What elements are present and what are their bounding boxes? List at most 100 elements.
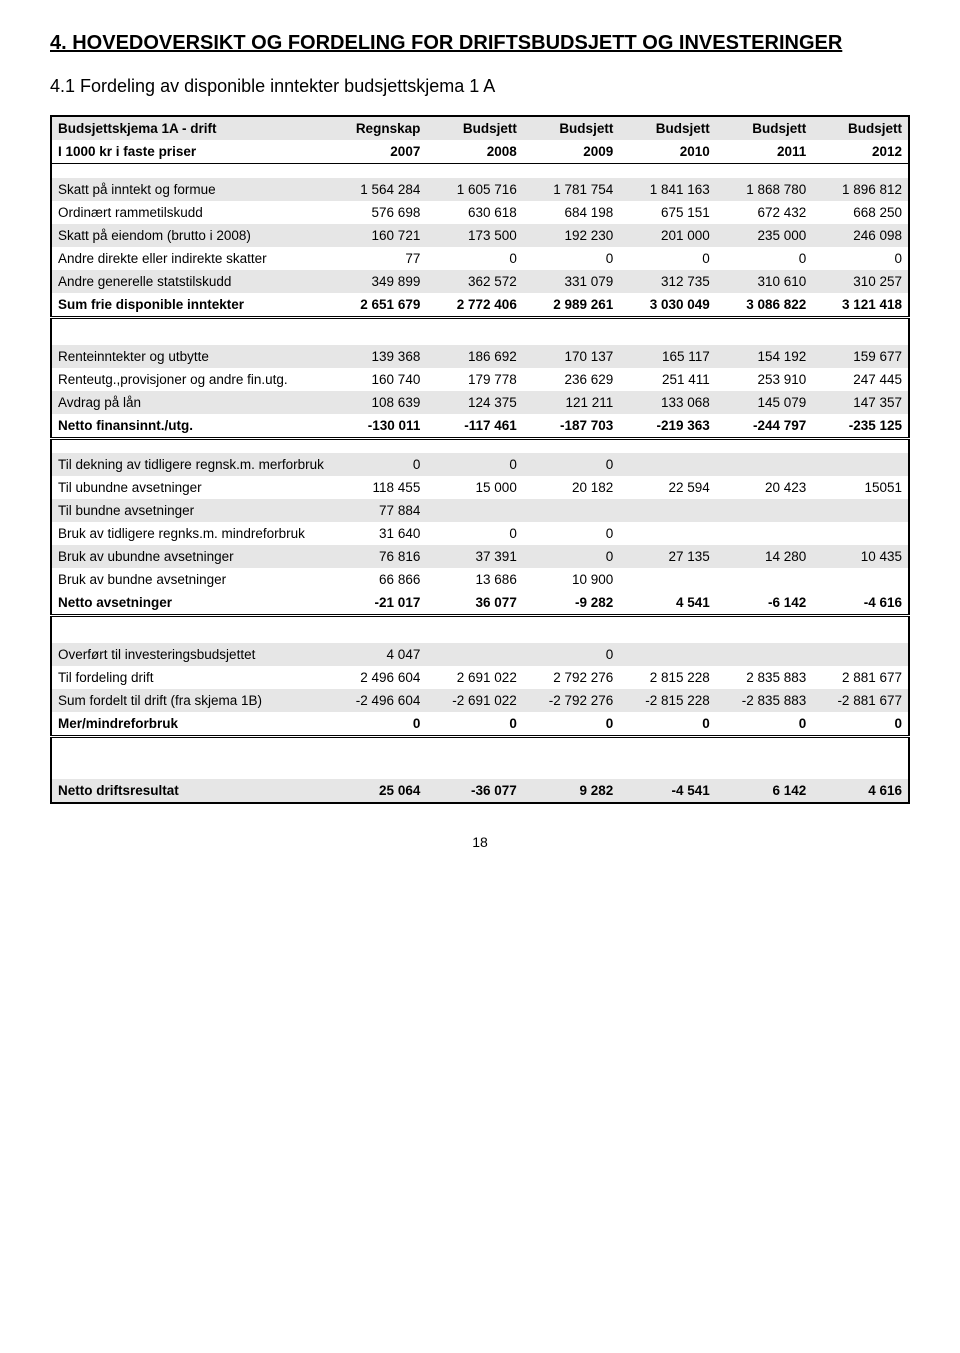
col-header: Budsjett [619, 116, 715, 140]
data-row: Andre generelle statstilskudd [51, 270, 330, 293]
table-cell: 0 [426, 522, 522, 545]
table-cell: 1 841 163 [619, 178, 715, 201]
data-row: Skatt på inntekt og formue [51, 178, 330, 201]
table-cell: 2 815 228 [619, 666, 715, 689]
table-cell: 310 257 [812, 270, 909, 293]
table-cell: 2 792 276 [523, 666, 619, 689]
col-header: Budsjettskjema 1A - drift [51, 116, 330, 140]
table-cell: 2 835 883 [716, 666, 812, 689]
data-row: Bruk av tidligere regnks.m. mindreforbru… [51, 522, 330, 545]
table-cell: 2 989 261 [523, 293, 619, 318]
table-cell: 0 [716, 247, 812, 270]
table-cell [716, 643, 812, 666]
data-row: Renteinntekter og utbytte [51, 345, 330, 368]
data-row: Bruk av ubundne avsetninger [51, 545, 330, 568]
table-cell: 179 778 [426, 368, 522, 391]
table-cell [812, 522, 909, 545]
data-row: Skatt på eiendom (brutto i 2008) [51, 224, 330, 247]
table-cell: 0 [330, 712, 426, 737]
sum-row: Mer/mindreforbruk [51, 712, 330, 737]
table-cell: 133 068 [619, 391, 715, 414]
table-cell: 22 594 [619, 476, 715, 499]
table-cell: 10 900 [523, 568, 619, 591]
col-subheader: 2012 [812, 140, 909, 164]
table-cell: 31 640 [330, 522, 426, 545]
table-cell: 2 496 604 [330, 666, 426, 689]
table-cell: 15051 [812, 476, 909, 499]
table-cell [523, 499, 619, 522]
table-cell: 331 079 [523, 270, 619, 293]
table-cell: -4 541 [619, 779, 715, 803]
sum-row: Sum frie disponible inntekter [51, 293, 330, 318]
table-cell: 668 250 [812, 201, 909, 224]
table-cell: 36 077 [426, 591, 522, 616]
col-header: Regnskap [330, 116, 426, 140]
data-row: Bruk av bundne avsetninger [51, 568, 330, 591]
table-cell: 160 721 [330, 224, 426, 247]
table-cell: 4 047 [330, 643, 426, 666]
table-cell: 77 [330, 247, 426, 270]
table-cell: -6 142 [716, 591, 812, 616]
col-subheader: I 1000 kr i faste priser [51, 140, 330, 164]
table-cell: 4 541 [619, 591, 715, 616]
table-cell [619, 522, 715, 545]
table-cell: -4 616 [812, 591, 909, 616]
col-header: Budsjett [426, 116, 522, 140]
data-row: Overført til investeringsbudsjettet [51, 643, 330, 666]
table-cell [812, 643, 909, 666]
table-cell: -2 815 228 [619, 689, 715, 712]
table-cell: -2 881 677 [812, 689, 909, 712]
table-cell: 10 435 [812, 545, 909, 568]
table-cell: 0 [330, 453, 426, 476]
table-cell: 675 151 [619, 201, 715, 224]
table-cell [812, 499, 909, 522]
table-cell: 139 368 [330, 345, 426, 368]
table-cell: 20 182 [523, 476, 619, 499]
table-cell: 235 000 [716, 224, 812, 247]
data-row: Sum fordelt til drift (fra skjema 1B) [51, 689, 330, 712]
table-cell: 630 618 [426, 201, 522, 224]
table-cell: 77 884 [330, 499, 426, 522]
table-cell: -2 792 276 [523, 689, 619, 712]
table-cell: -2 691 022 [426, 689, 522, 712]
table-cell: -235 125 [812, 414, 909, 439]
table-cell: 173 500 [426, 224, 522, 247]
budget-table: Budsjettskjema 1A - driftRegnskapBudsjet… [50, 115, 910, 804]
table-cell: 0 [426, 247, 522, 270]
table-cell: 4 616 [812, 779, 909, 803]
table-cell: -117 461 [426, 414, 522, 439]
table-cell: 118 455 [330, 476, 426, 499]
table-cell: 0 [619, 247, 715, 270]
table-cell: 2 691 022 [426, 666, 522, 689]
table-cell: 0 [716, 712, 812, 737]
table-cell: 0 [812, 247, 909, 270]
table-cell: -36 077 [426, 779, 522, 803]
col-subheader: 2011 [716, 140, 812, 164]
table-cell: 27 135 [619, 545, 715, 568]
data-row: Renteutg.,provisjoner og andre fin.utg. [51, 368, 330, 391]
table-cell: 192 230 [523, 224, 619, 247]
table-cell: 0 [619, 712, 715, 737]
data-row: Til fordeling drift [51, 666, 330, 689]
table-cell: 253 910 [716, 368, 812, 391]
table-cell: 2 651 679 [330, 293, 426, 318]
table-cell: 108 639 [330, 391, 426, 414]
table-cell [716, 453, 812, 476]
table-cell: 3 030 049 [619, 293, 715, 318]
table-cell: 3 121 418 [812, 293, 909, 318]
table-cell: 362 572 [426, 270, 522, 293]
table-cell: 154 192 [716, 345, 812, 368]
table-cell: 0 [523, 453, 619, 476]
table-cell: 312 735 [619, 270, 715, 293]
col-header: Budsjett [523, 116, 619, 140]
col-subheader: 2008 [426, 140, 522, 164]
table-cell: 186 692 [426, 345, 522, 368]
table-cell [716, 568, 812, 591]
data-row: Ordinært rammetilskudd [51, 201, 330, 224]
table-cell: 20 423 [716, 476, 812, 499]
table-cell: 0 [523, 545, 619, 568]
table-cell: 1 868 780 [716, 178, 812, 201]
table-cell: 3 086 822 [716, 293, 812, 318]
table-cell: 0 [523, 522, 619, 545]
table-cell: 13 686 [426, 568, 522, 591]
